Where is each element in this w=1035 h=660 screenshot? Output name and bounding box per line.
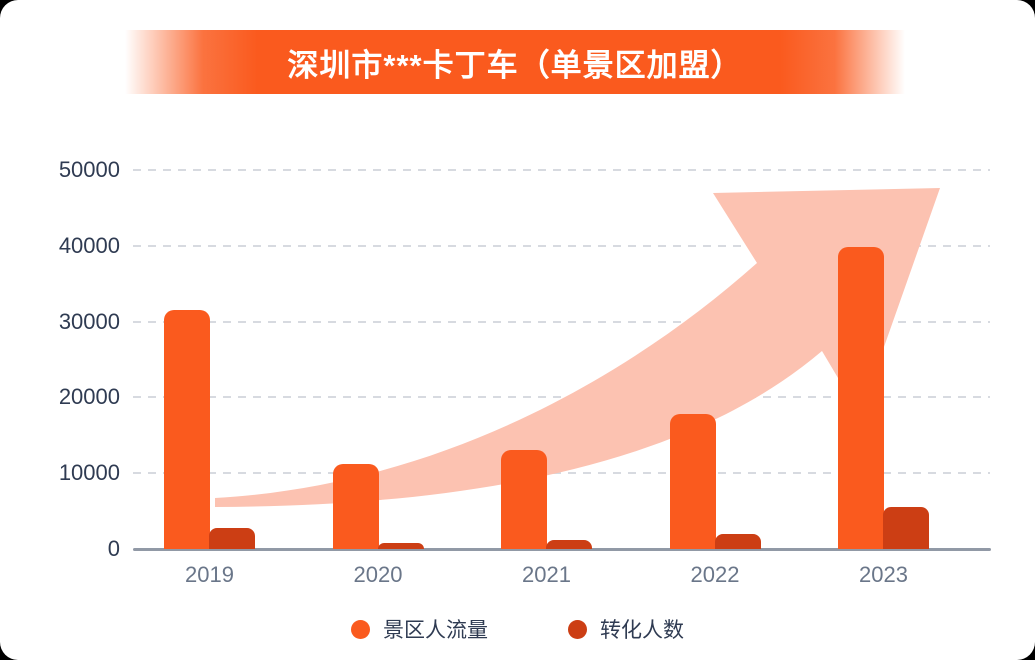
x-axis-category-label: 2023 bbox=[859, 562, 908, 587]
chart-title: 深圳市***卡丁车（单景区加盟） bbox=[287, 47, 743, 83]
legend-item-label: 转化人数 bbox=[600, 619, 684, 642]
y-axis-tick-label: 20000 bbox=[58, 384, 120, 410]
y-axis-tick-label: 10000 bbox=[58, 460, 120, 486]
bar-2021-series2[interactable] bbox=[546, 539, 592, 549]
y-axis-tick-label: 0 bbox=[107, 536, 120, 561]
y-axis-tick-label: 30000 bbox=[58, 308, 120, 334]
bar-2023-series2[interactable] bbox=[883, 507, 929, 549]
title-banner: 深圳市***卡丁车（单景区加盟） bbox=[125, 30, 905, 94]
legend-dot-icon bbox=[568, 619, 587, 639]
bar-2019-series1[interactable] bbox=[164, 310, 210, 549]
bar-2021-series1[interactable] bbox=[501, 450, 547, 549]
bar-2023-series1[interactable] bbox=[838, 247, 884, 549]
y-axis-tick-label: 40000 bbox=[58, 232, 120, 258]
bar-2022-series1[interactable] bbox=[669, 414, 716, 549]
bar-2019-series2[interactable] bbox=[209, 527, 255, 549]
x-axis-category-label: 2019 bbox=[185, 562, 234, 587]
gridline-50000 bbox=[133, 169, 990, 171]
legend-item-series2[interactable]: 转化人数 bbox=[568, 614, 684, 644]
bar-2020-series2[interactable] bbox=[377, 542, 424, 549]
legend: 景区人流量 转化人数 bbox=[0, 614, 1035, 644]
y-axis-tick-label: 50000 bbox=[58, 157, 120, 182]
bar-2022-series2[interactable] bbox=[714, 533, 761, 549]
legend-item-series1[interactable]: 景区人流量 bbox=[351, 614, 488, 644]
x-axis-category-label: 2022 bbox=[690, 562, 740, 587]
legend-dot-icon bbox=[351, 619, 370, 639]
bar-2020-series1[interactable] bbox=[332, 464, 379, 549]
x-axis-category-label: 2021 bbox=[522, 562, 571, 587]
x-axis-line bbox=[133, 548, 991, 551]
legend-item-label: 景区人流量 bbox=[383, 619, 488, 642]
x-axis-category-label: 2020 bbox=[353, 562, 403, 587]
